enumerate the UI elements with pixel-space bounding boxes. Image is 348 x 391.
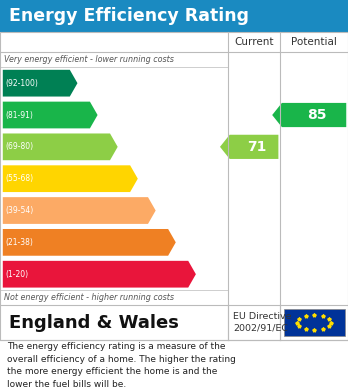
Text: Energy Efficiency Rating: Energy Efficiency Rating (9, 7, 249, 25)
Text: (21-38): (21-38) (6, 238, 33, 247)
Text: EU Directive
2002/91/EC: EU Directive 2002/91/EC (233, 312, 292, 333)
Polygon shape (3, 102, 97, 128)
Bar (0, 32, 348, 340)
Text: The energy efficiency rating is a measure of the
overall efficiency of a home. T: The energy efficiency rating is a measur… (7, 342, 236, 389)
Text: G: G (195, 268, 206, 281)
Text: (55-68): (55-68) (6, 174, 34, 183)
Polygon shape (272, 103, 346, 127)
Polygon shape (3, 261, 196, 287)
Text: (81-91): (81-91) (6, 111, 33, 120)
Polygon shape (3, 229, 176, 256)
Text: (69-80): (69-80) (6, 142, 34, 151)
Text: Current: Current (234, 37, 274, 47)
Text: F: F (176, 236, 185, 249)
Text: Potential: Potential (291, 37, 337, 47)
Text: C: C (117, 140, 127, 153)
Text: (39-54): (39-54) (6, 206, 34, 215)
Polygon shape (3, 197, 156, 224)
Polygon shape (3, 70, 78, 97)
Text: A: A (77, 77, 87, 90)
Text: Very energy efficient - lower running costs: Very energy efficient - lower running co… (4, 55, 174, 65)
Polygon shape (220, 135, 278, 159)
Text: D: D (137, 172, 148, 185)
Polygon shape (3, 133, 118, 160)
Text: E: E (156, 204, 165, 217)
Bar (0, 0, 348, 32)
Polygon shape (3, 165, 138, 192)
Text: (1-20): (1-20) (6, 270, 29, 279)
Text: B: B (97, 109, 107, 122)
Text: 71: 71 (247, 140, 266, 154)
Text: England & Wales: England & Wales (9, 314, 179, 332)
Text: 85: 85 (307, 108, 326, 122)
Text: (92-100): (92-100) (6, 79, 38, 88)
Bar (284, 309, 345, 336)
Text: Not energy efficient - higher running costs: Not energy efficient - higher running co… (4, 293, 174, 302)
